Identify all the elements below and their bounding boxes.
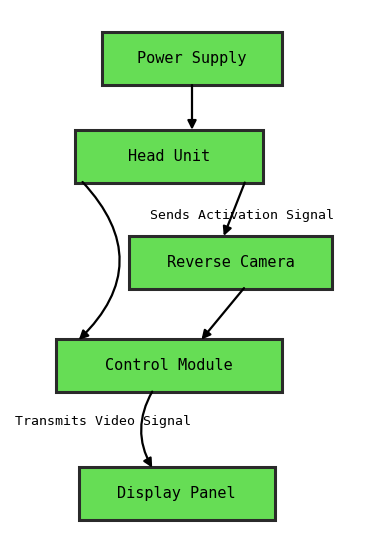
Text: Sends Activation Signal: Sends Activation Signal [150, 209, 334, 222]
Text: Display Panel: Display Panel [118, 487, 236, 501]
FancyBboxPatch shape [56, 339, 282, 392]
Text: Reverse Camera: Reverse Camera [167, 255, 294, 270]
FancyBboxPatch shape [79, 468, 275, 520]
FancyBboxPatch shape [75, 130, 263, 183]
Text: Control Module: Control Module [105, 358, 233, 373]
Text: Power Supply: Power Supply [137, 51, 247, 66]
FancyBboxPatch shape [129, 235, 332, 289]
Text: Transmits Video Signal: Transmits Video Signal [15, 415, 191, 428]
FancyBboxPatch shape [102, 32, 282, 85]
Text: Head Unit: Head Unit [128, 149, 210, 163]
